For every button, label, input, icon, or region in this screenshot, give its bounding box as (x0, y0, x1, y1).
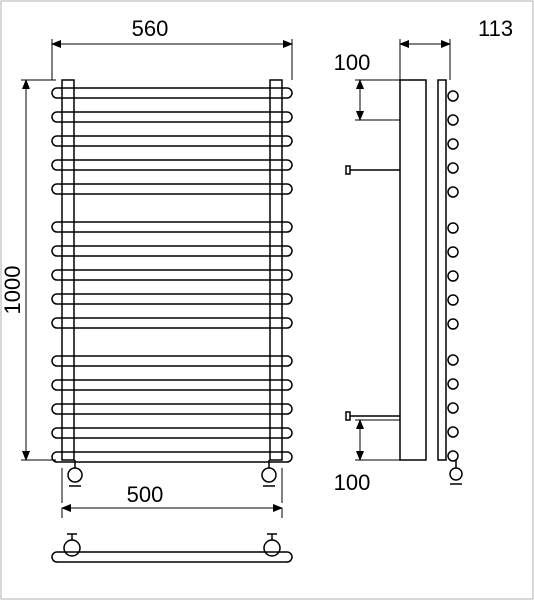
technical-drawing: 560 500 1000 113 100 100 (0, 0, 534, 600)
dim-depth: 113 (478, 16, 513, 41)
dim-width-overall: 560 (132, 16, 169, 41)
top-view (52, 534, 292, 562)
side-view (346, 80, 462, 484)
dim-height-overall: 1000 (0, 266, 25, 315)
front-view (52, 80, 292, 486)
dim-side-bottom-offset: 100 (334, 470, 371, 495)
dim-side-top-offset: 100 (334, 50, 371, 75)
dimension-lines (21, 39, 450, 518)
dim-width-inner: 500 (127, 482, 164, 507)
